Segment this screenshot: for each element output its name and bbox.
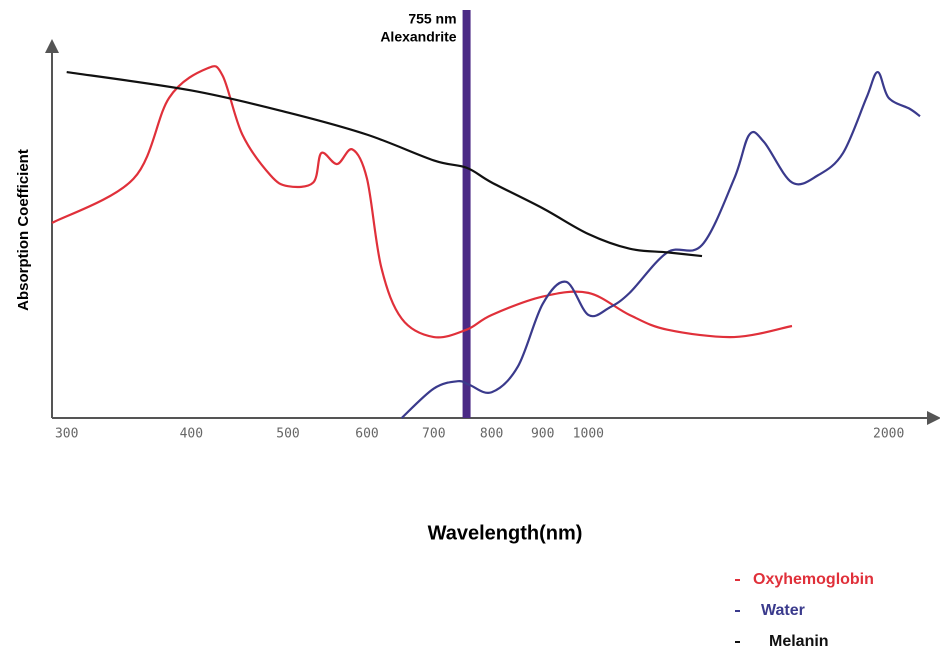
x-tick-label: 500 [276, 427, 299, 442]
series-line [66, 70, 703, 258]
x-axis-label: Wavelength(nm) [428, 522, 583, 544]
y-axis-label: Absorption Coefficient [15, 149, 32, 311]
legend-label: Oxyhemoglobin [753, 571, 874, 588]
annotation-label: Alexandrite [380, 29, 456, 45]
annotation-label: 755 nm [408, 11, 456, 27]
x-tick-label: 600 [355, 427, 378, 442]
x-tick-label: 900 [531, 427, 554, 442]
legend-label: Water [761, 602, 805, 619]
x-tick-label: 700 [422, 427, 445, 442]
series-line [51, 65, 793, 339]
x-tick-label: 800 [480, 427, 503, 442]
x-tick-label: 400 [180, 427, 203, 442]
series-line [400, 70, 921, 419]
legend-label: Melanin [769, 633, 829, 648]
x-tick-label: 1000 [573, 427, 604, 442]
x-tick-label: 2000 [873, 427, 904, 442]
annotation-bar [462, 10, 471, 418]
x-tick-label: 300 [55, 427, 78, 442]
